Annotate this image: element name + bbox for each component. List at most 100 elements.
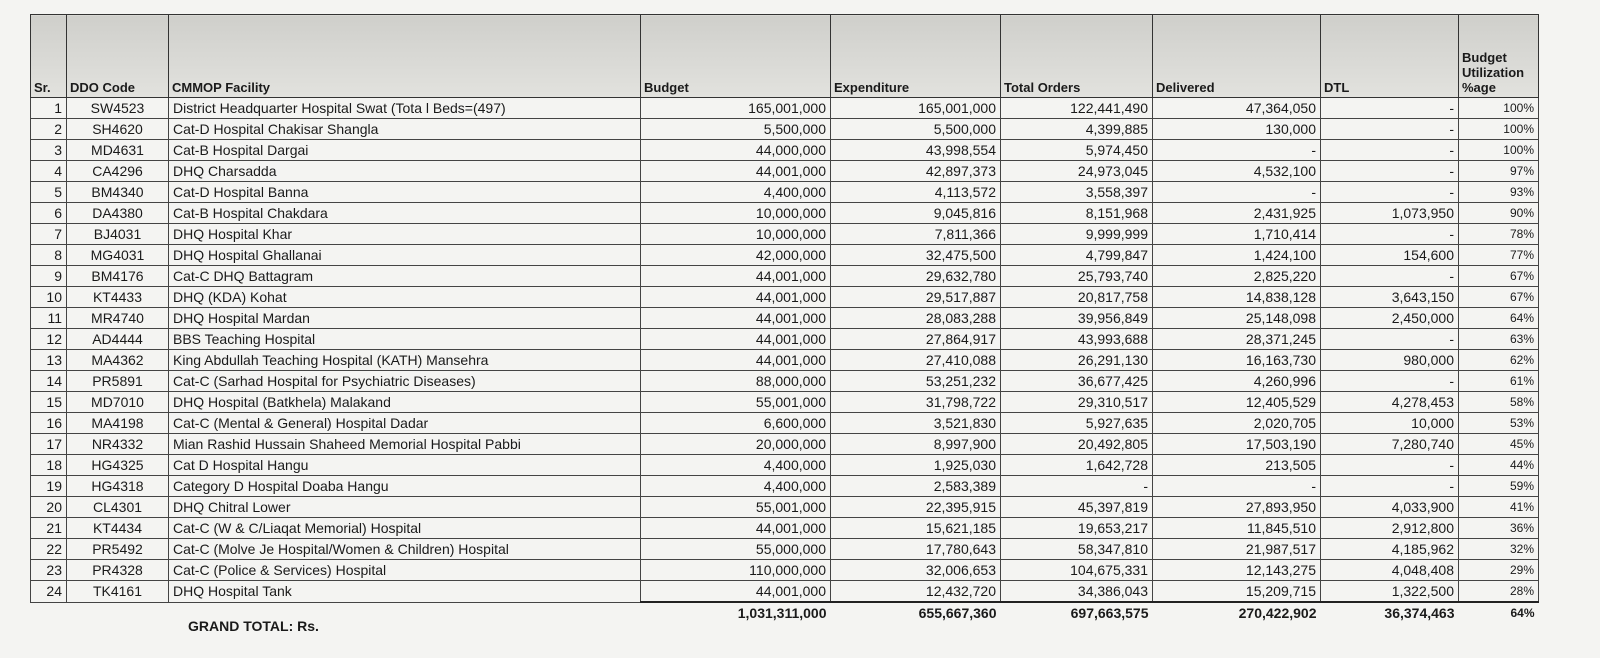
table-cell: BM4176 <box>66 265 169 287</box>
column-header: Delivered <box>1152 14 1321 98</box>
column-header: DTL <box>1320 14 1459 98</box>
grand-total-label: GRAND TOTAL: Rs. <box>188 618 319 634</box>
table-cell: 44,001,000 <box>640 286 831 308</box>
table-cell: 44,001,000 <box>640 307 831 329</box>
table-cell: 41% <box>1458 496 1539 518</box>
table-cell: 43,998,554 <box>830 139 1001 161</box>
table-cell: King Abdullah Teaching Hospital (KATH) M… <box>168 349 641 371</box>
header-row: Sr. DDO Code CMMOP Facility Budget Expenditu… <box>30 14 1539 98</box>
table-cell: 61% <box>1458 370 1539 392</box>
table-cell: 58% <box>1458 391 1539 413</box>
table-cell: 63% <box>1458 328 1539 350</box>
table-cell: 67% <box>1458 286 1539 308</box>
table-cell: 24,973,045 <box>1000 160 1153 182</box>
table-cell: - <box>1152 475 1321 497</box>
table-cell: 43,993,688 <box>1000 328 1153 350</box>
table-cell: 1,322,500 <box>1320 580 1459 603</box>
table-cell: 100% <box>1458 139 1539 161</box>
table-cell: 122,441,490 <box>1000 97 1153 119</box>
table-cell: 7 <box>30 223 67 245</box>
table-cell: 44,000,000 <box>640 139 831 161</box>
table-cell: 39,956,849 <box>1000 307 1153 329</box>
table-cell: 14 <box>30 370 67 392</box>
table-cell: - <box>1320 328 1459 350</box>
table-row: 22 PR5492 Cat-C (Molve Je Hospital/Women &… <box>30 538 1539 560</box>
table-cell: 55,001,000 <box>640 496 831 518</box>
table-cell: 78% <box>1458 223 1539 245</box>
table-cell: 9,999,999 <box>1000 223 1153 245</box>
table-cell: 980,000 <box>1320 349 1459 371</box>
table-cell: 1,642,728 <box>1000 454 1153 476</box>
table-cell: 20,492,805 <box>1000 433 1153 455</box>
table-cell: - <box>1320 181 1459 203</box>
table-cell: 13 <box>30 349 67 371</box>
table-cell: 62% <box>1458 349 1539 371</box>
total-cell: 655,667,360 <box>830 601 1001 623</box>
table-cell: PR5891 <box>66 370 169 392</box>
table-row: 24 TK4161 DHQ Hospital Tank 44,001,000 12,43… <box>30 580 1539 603</box>
table-row: 3 MD4631 Cat-B Hospital Dargai 44,000,000 43… <box>30 139 1539 161</box>
table-cell: 4,400,000 <box>640 454 831 476</box>
table-cell: SH4620 <box>66 118 169 140</box>
table-cell: 15,621,185 <box>830 517 1001 539</box>
budget-table: Sr. DDO Code CMMOP Facility Budget Expenditu… <box>30 14 1539 623</box>
table-cell: 15,209,715 <box>1152 580 1321 603</box>
table-cell: 20,817,758 <box>1000 286 1153 308</box>
table-cell: 1,424,100 <box>1152 244 1321 266</box>
table-cell: 9 <box>30 265 67 287</box>
table-cell: 154,600 <box>1320 244 1459 266</box>
table-cell: Cat-C DHQ Battagram <box>168 265 641 287</box>
table-cell: 2,431,925 <box>1152 202 1321 224</box>
table-cell: 2,583,389 <box>830 475 1001 497</box>
table-cell: 104,675,331 <box>1000 559 1153 581</box>
table-cell: 4,048,408 <box>1320 559 1459 581</box>
table-cell: 4,113,572 <box>830 181 1001 203</box>
table-cell: 27,410,088 <box>830 349 1001 371</box>
table-cell: 7,280,740 <box>1320 433 1459 455</box>
table-cell: 17,780,643 <box>830 538 1001 560</box>
table-cell: MA4362 <box>66 349 169 371</box>
column-header: Expenditure <box>830 14 1001 98</box>
table-cell: 16,163,730 <box>1152 349 1321 371</box>
table-row: 14 PR5891 Cat-C (Sarhad Hospital for Psych… <box>30 370 1539 392</box>
table-cell: 27,864,917 <box>830 328 1001 350</box>
table-row: 20 CL4301 DHQ Chitral Lower 55,001,000 22,39… <box>30 496 1539 518</box>
table-cell: 1,073,950 <box>1320 202 1459 224</box>
table-cell: DHQ Hospital Tank <box>168 580 641 603</box>
table-cell: AD4444 <box>66 328 169 350</box>
table-cell: - <box>1320 265 1459 287</box>
table-cell: 165,001,000 <box>640 97 831 119</box>
table-row: 16 MA4198 Cat-C (Mental & General) Hospita… <box>30 412 1539 434</box>
table-cell: 3,643,150 <box>1320 286 1459 308</box>
table-cell: 1,925,030 <box>830 454 1001 476</box>
table-cell: 5,500,000 <box>830 118 1001 140</box>
table-cell: 44,001,000 <box>640 349 831 371</box>
table-cell: Cat-D Hospital Chakisar Shangla <box>168 118 641 140</box>
table-cell: 22 <box>30 538 67 560</box>
blank-cell <box>31 602 67 623</box>
table-cell: 165,001,000 <box>830 97 1001 119</box>
total-cell: 1,031,311,000 <box>640 601 831 623</box>
table-cell: 44,001,000 <box>640 265 831 287</box>
table-cell: 55,001,000 <box>640 391 831 413</box>
table-row: 9 BM4176 Cat-C DHQ Battagram 44,001,000 29,6… <box>30 265 1539 287</box>
table-row: 18 HG4325 Cat D Hospital Hangu 4,400,000 1,9… <box>30 454 1539 476</box>
table-cell: 11,845,510 <box>1152 517 1321 539</box>
table-cell: 26,291,130 <box>1000 349 1153 371</box>
table-cell: 2 <box>30 118 67 140</box>
table-cell: 100% <box>1458 118 1539 140</box>
table-cell: 64% <box>1458 307 1539 329</box>
table-cell: NR4332 <box>66 433 169 455</box>
table-cell: 10,000 <box>1320 412 1459 434</box>
table-cell: 12,143,275 <box>1152 559 1321 581</box>
table-row: 1 SW4523 District Headquarter Hospital Swa… <box>30 97 1539 119</box>
table-cell: Cat-C (Mental & General) Hospital Dadar <box>168 412 641 434</box>
table-cell: 6,600,000 <box>640 412 831 434</box>
table-cell: 58,347,810 <box>1000 538 1153 560</box>
table-row: 11 MR4740 DHQ Hospital Mardan 44,001,000 28,… <box>30 307 1539 329</box>
table-cell: PR5492 <box>66 538 169 560</box>
table-cell: KT4433 <box>66 286 169 308</box>
table-cell: 8 <box>30 244 67 266</box>
table-cell: 20 <box>30 496 67 518</box>
table-cell: 21,987,517 <box>1152 538 1321 560</box>
